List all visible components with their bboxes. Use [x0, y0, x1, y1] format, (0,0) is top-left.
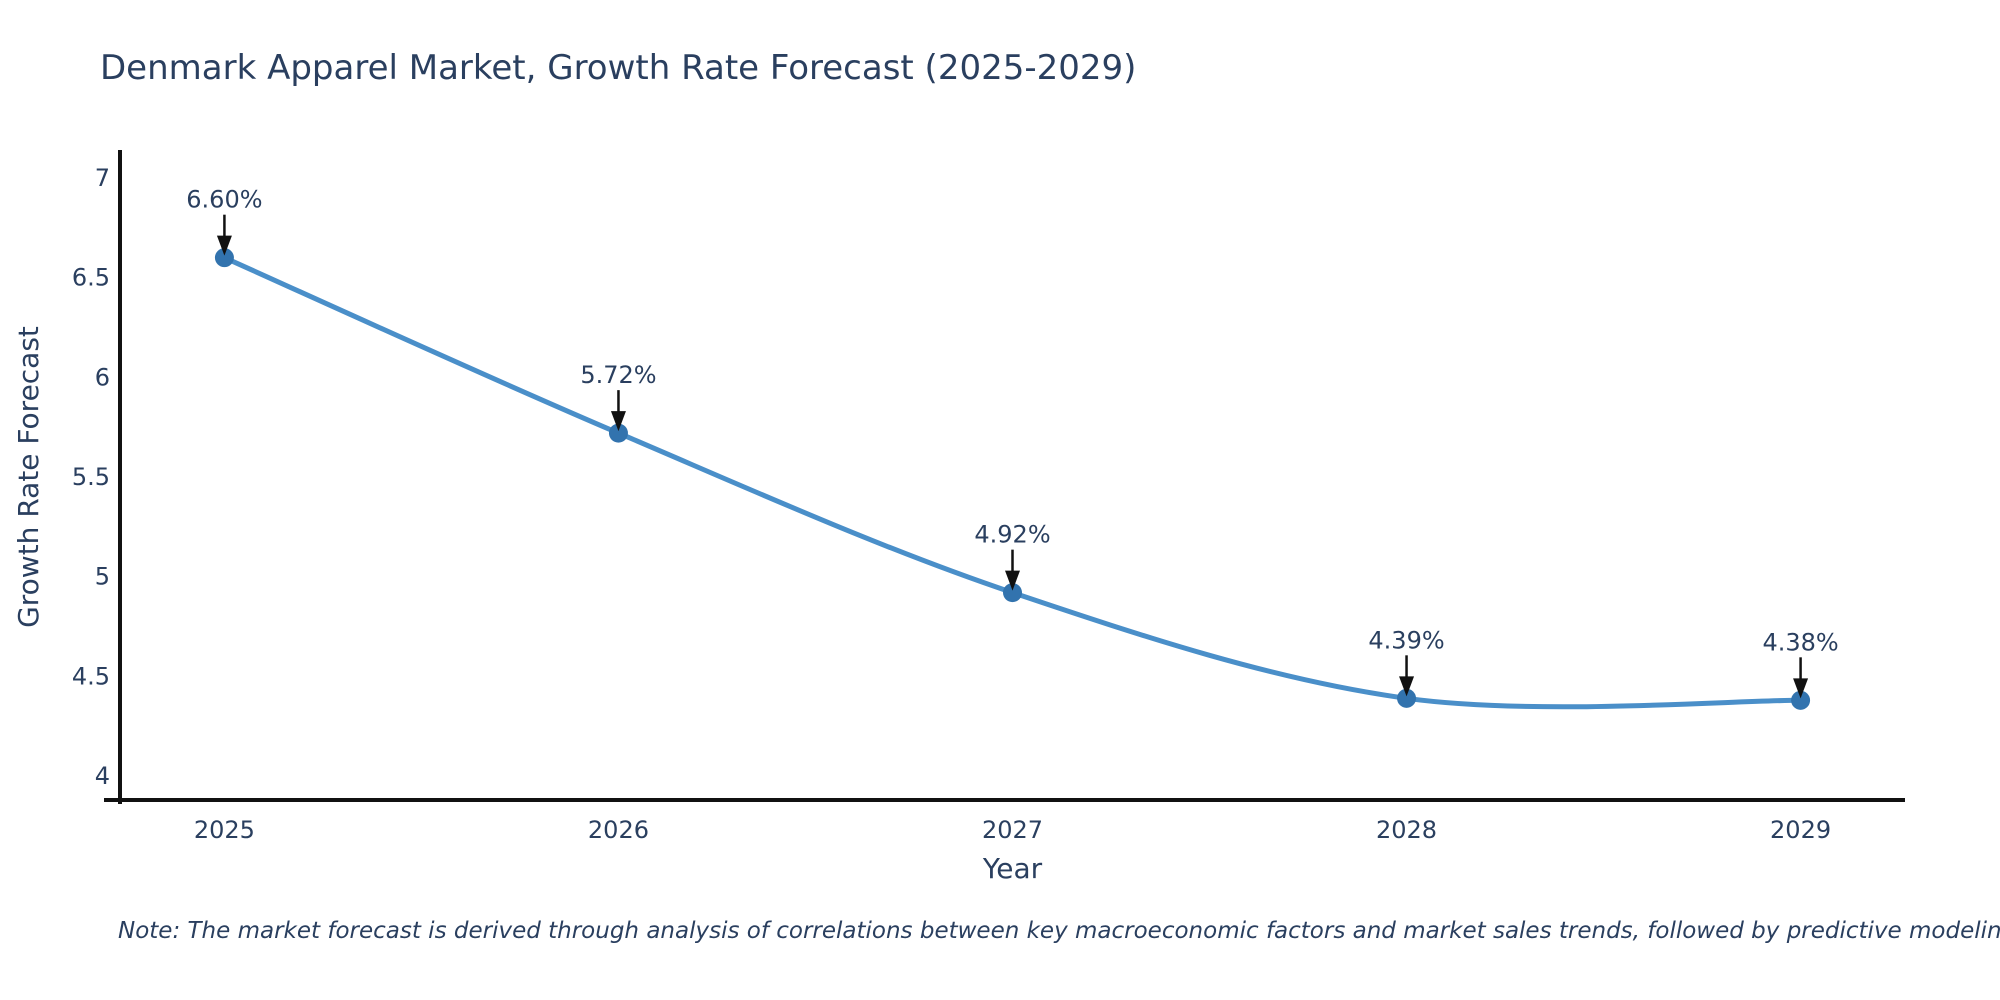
annotation-arrowhead-icon	[1005, 570, 1020, 591]
x-tick-label: 2026	[588, 816, 649, 844]
y-tick-label: 6	[95, 363, 110, 391]
x-axis-title: Year	[982, 852, 1043, 885]
data-point-2029[interactable]	[1791, 690, 1811, 710]
data-point-2028[interactable]	[1397, 688, 1417, 708]
y-tick-label: 7	[95, 164, 110, 192]
data-point-2025[interactable]	[214, 248, 234, 268]
annotation-label: 4.92%	[974, 521, 1050, 549]
annotation-label: 6.60%	[186, 186, 262, 214]
x-tick-label: 2029	[1770, 816, 1831, 844]
trend-line	[221, 255, 1804, 710]
annotation-label: 5.72%	[580, 361, 656, 389]
chart-title: Denmark Apparel Market, Growth Rate Fore…	[100, 48, 1137, 88]
annotation-arrowhead-icon	[216, 235, 232, 256]
y-tick-label: 5.5	[72, 463, 110, 491]
annotation-arrowhead-icon	[1399, 676, 1415, 697]
data-point-2027[interactable]	[1003, 583, 1022, 603]
annotation-label: 4.38%	[1762, 628, 1838, 656]
annotation-label: 4.39%	[1368, 626, 1444, 654]
data-point-2026[interactable]	[608, 423, 628, 443]
annotation-arrowhead-icon	[610, 411, 626, 432]
x-tick-label: 2025	[194, 816, 255, 844]
x-tick-label: 2027	[982, 816, 1043, 844]
footnote: Note: The market forecast is derived thr…	[118, 918, 2000, 944]
y-tick-label: 4	[95, 762, 110, 790]
annotation-arrowhead-icon	[1793, 678, 1809, 699]
y-tick-label: 4.5	[72, 662, 110, 690]
y-tick-label: 6.5	[72, 264, 110, 292]
x-tick-label: 2028	[1376, 816, 1437, 844]
y-tick-label: 5	[95, 563, 110, 591]
